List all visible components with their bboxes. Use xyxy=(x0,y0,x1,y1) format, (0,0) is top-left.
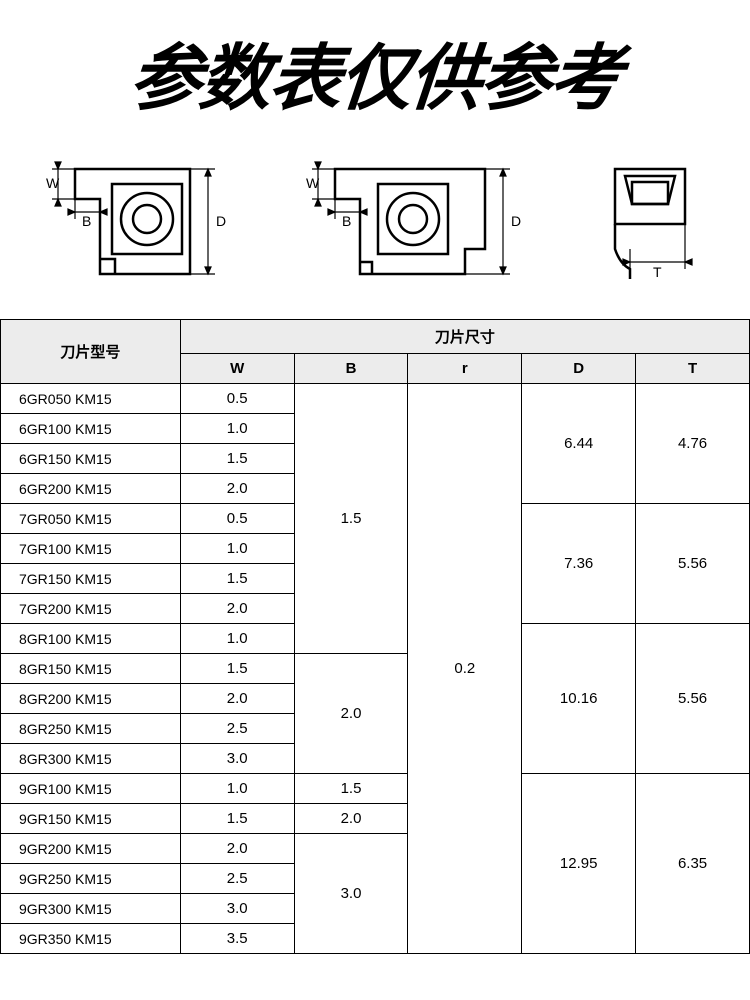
cell-model: 9GR300 KM15 xyxy=(1,894,181,924)
col-d: D xyxy=(522,354,636,384)
cell-model: 7GR200 KM15 xyxy=(1,594,181,624)
cell-model: 8GR250 KM15 xyxy=(1,714,181,744)
cell-model: 7GR050 KM15 xyxy=(1,504,181,534)
cell-w: 1.0 xyxy=(180,534,294,564)
cell-w: 3.0 xyxy=(180,894,294,924)
cell-r: 0.2 xyxy=(408,384,522,954)
cell-model: 7GR150 KM15 xyxy=(1,564,181,594)
cell-B: 3.0 xyxy=(294,834,408,954)
cell-T: 6.35 xyxy=(636,774,750,954)
cell-w: 2.0 xyxy=(180,684,294,714)
cell-w: 1.5 xyxy=(180,444,294,474)
cell-w: 1.0 xyxy=(180,414,294,444)
cell-model: 9GR200 KM15 xyxy=(1,834,181,864)
dim-label-b: B xyxy=(82,213,91,229)
cell-model: 6GR200 KM15 xyxy=(1,474,181,504)
cell-model: 9GR350 KM15 xyxy=(1,924,181,954)
cell-w: 0.5 xyxy=(180,384,294,414)
dim-label-d2: D xyxy=(511,213,521,229)
cell-w: 3.5 xyxy=(180,924,294,954)
cell-w: 1.5 xyxy=(180,564,294,594)
cell-model: 8GR200 KM15 xyxy=(1,684,181,714)
col-w: W xyxy=(180,354,294,384)
cell-model: 6GR150 KM15 xyxy=(1,444,181,474)
cell-w: 2.0 xyxy=(180,594,294,624)
cell-D: 12.95 xyxy=(522,774,636,954)
page-title: 参数表仅供参考 xyxy=(0,0,750,149)
dim-label-t: T xyxy=(653,264,662,280)
cell-D: 6.44 xyxy=(522,384,636,504)
dim-label-d: D xyxy=(216,213,226,229)
cell-w: 0.5 xyxy=(180,504,294,534)
cell-model: 9GR100 KM15 xyxy=(1,774,181,804)
cell-w: 2.0 xyxy=(180,474,294,504)
cell-w: 2.0 xyxy=(180,834,294,864)
insert-diagram-left: W B D xyxy=(40,154,240,294)
cell-model: 8GR100 KM15 xyxy=(1,624,181,654)
cell-T: 5.56 xyxy=(636,624,750,774)
insert-diagram-center: W B D xyxy=(300,154,530,294)
insert-diagram-right: T xyxy=(590,154,710,294)
dim-label-w2: W xyxy=(306,175,320,191)
dim-label-b2: B xyxy=(342,213,351,229)
cell-w: 1.5 xyxy=(180,804,294,834)
dim-label-w: W xyxy=(46,175,60,191)
col-t: T xyxy=(636,354,750,384)
cell-model: 8GR150 KM15 xyxy=(1,654,181,684)
col-r: r xyxy=(408,354,522,384)
cell-w: 1.0 xyxy=(180,624,294,654)
col-b: B xyxy=(294,354,408,384)
cell-D: 7.36 xyxy=(522,504,636,624)
cell-B: 1.5 xyxy=(294,384,408,654)
cell-w: 1.0 xyxy=(180,774,294,804)
table-row: 9GR100 KM151.01.512.956.35 xyxy=(1,774,750,804)
cell-B: 2.0 xyxy=(294,804,408,834)
cell-w: 2.5 xyxy=(180,864,294,894)
table-body: 6GR050 KM150.51.50.26.444.766GR100 KM151… xyxy=(1,384,750,954)
spec-table: 刀片型号 刀片尺寸 W B r D T 6GR050 KM150.51.50.2… xyxy=(0,319,750,954)
cell-B: 2.0 xyxy=(294,654,408,774)
cell-B: 1.5 xyxy=(294,774,408,804)
table-row: 6GR050 KM150.51.50.26.444.76 xyxy=(1,384,750,414)
cell-w: 1.5 xyxy=(180,654,294,684)
header-dims: 刀片尺寸 xyxy=(180,320,749,354)
cell-w: 3.0 xyxy=(180,744,294,774)
cell-model: 7GR100 KM15 xyxy=(1,534,181,564)
cell-T: 5.56 xyxy=(636,504,750,624)
cell-T: 4.76 xyxy=(636,384,750,504)
cell-model: 8GR300 KM15 xyxy=(1,744,181,774)
cell-D: 10.16 xyxy=(522,624,636,774)
header-model: 刀片型号 xyxy=(1,320,181,384)
cell-model: 6GR050 KM15 xyxy=(1,384,181,414)
technical-diagrams: W B D xyxy=(0,149,750,319)
cell-model: 9GR250 KM15 xyxy=(1,864,181,894)
cell-model: 6GR100 KM15 xyxy=(1,414,181,444)
cell-model: 9GR150 KM15 xyxy=(1,804,181,834)
cell-w: 2.5 xyxy=(180,714,294,744)
